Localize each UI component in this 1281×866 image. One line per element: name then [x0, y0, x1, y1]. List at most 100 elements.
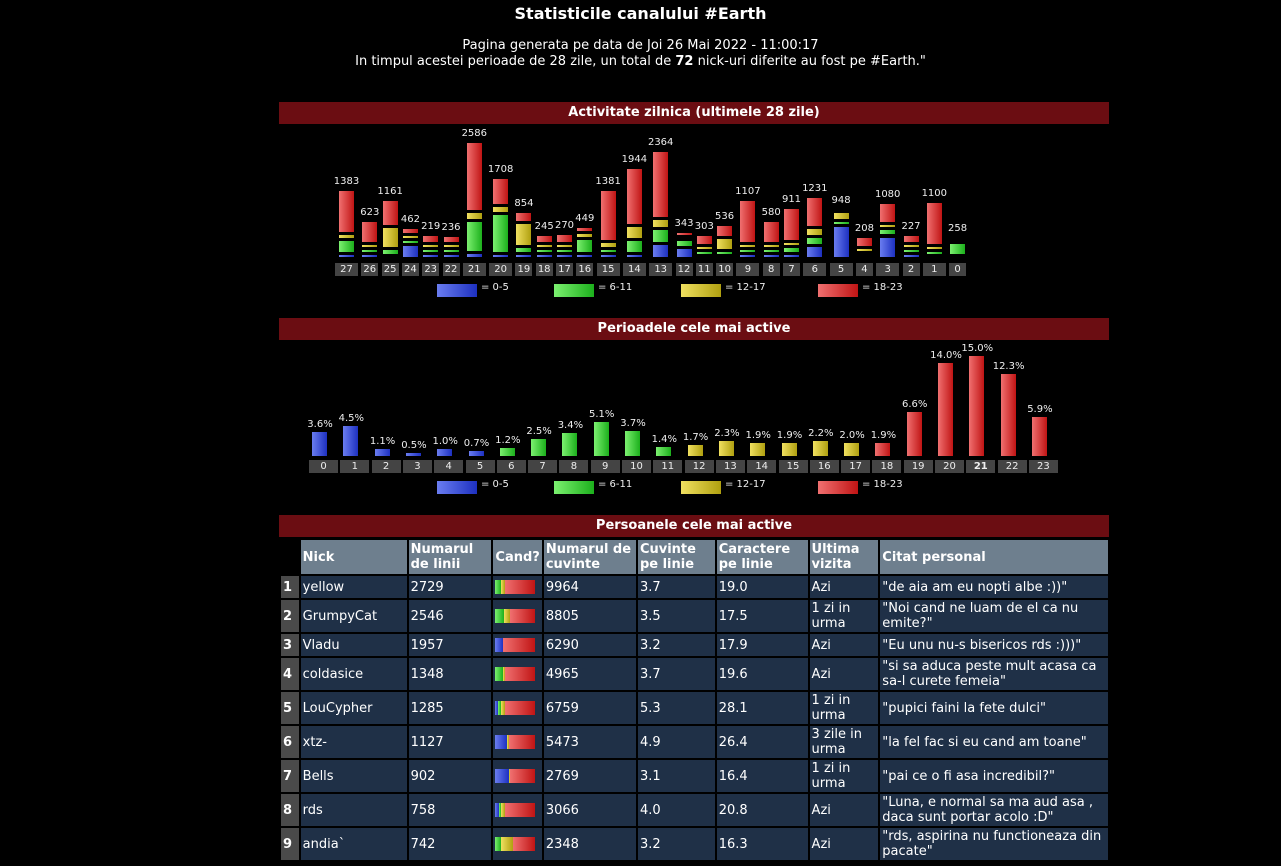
hourly-bar-g — [593, 422, 609, 456]
hourly-pct-label: 3.6% — [307, 419, 333, 430]
wpl-cell: 3.7 — [637, 576, 715, 598]
legend-label: = 12-17 — [725, 479, 766, 490]
daily-bar-r — [600, 190, 616, 241]
daily-value-label: 1100 — [921, 187, 948, 199]
time-segment-g — [495, 580, 502, 594]
daily-bar-g — [676, 241, 692, 246]
last-cell: 1 zi in urma — [809, 692, 879, 724]
legend-swatch-b — [437, 481, 477, 494]
daily-bar-b — [557, 255, 572, 257]
nick-cell[interactable]: yellow — [300, 576, 407, 598]
daily-day-label: 21 — [462, 263, 486, 276]
daily-day-label: 17 — [556, 263, 573, 276]
cpl-cell: 19.6 — [716, 658, 808, 690]
daily-bar-y — [784, 243, 799, 246]
hourly-bar-b — [374, 448, 390, 456]
daily-day-label: 24 — [401, 263, 419, 276]
period-text-end: nick-uri diferite au fost pe #Earth." — [693, 54, 926, 69]
nick-cell[interactable]: xtz- — [300, 726, 407, 758]
hourly-bar-g — [531, 439, 547, 456]
last-cell: Azi — [809, 658, 879, 690]
nick-cell[interactable]: Vladu — [300, 634, 407, 656]
legend-swatch-r — [818, 284, 858, 297]
daily-day-label: 0 — [949, 263, 967, 276]
table-row: 5 LouCypher 1285 6759 5.3 28.1 1 zi in urma "pu… — [281, 692, 1108, 724]
column-header: Cuvinte pe linie — [637, 540, 715, 574]
time-segment-b — [495, 701, 499, 715]
lines-cell: 2729 — [408, 576, 492, 598]
daily-bar-g — [362, 249, 378, 252]
nick-cell[interactable]: GrumpyCat — [300, 600, 407, 632]
time-segment-r — [505, 580, 536, 594]
legend-swatch-b — [437, 284, 477, 297]
nick-cell[interactable]: rds — [300, 794, 407, 826]
daily-bar-r — [339, 190, 354, 233]
daily-bar-y — [626, 227, 642, 238]
daily-value-label: 854 — [514, 197, 534, 209]
nick-cell[interactable]: coldasice — [300, 658, 407, 690]
last-cell: 3 zile in urma — [809, 726, 879, 758]
daily-bar-r — [466, 143, 482, 210]
hourly-bar-g — [625, 431, 640, 456]
rank-cell: 9 — [281, 828, 299, 860]
daily-bar-g — [577, 239, 593, 252]
daily-value-label: 208 — [854, 223, 874, 235]
hourly-hour-label: 19 — [903, 460, 933, 473]
wpl-cell: 4.9 — [637, 726, 715, 758]
daily-day-label: 27 — [335, 263, 358, 276]
nick-cell[interactable]: andia` — [300, 828, 407, 860]
daily-bar-b — [740, 255, 756, 257]
hourly-bar-r — [1000, 374, 1016, 456]
generated-date: Pagina generata pe data de Joi 26 Mai 20… — [462, 38, 819, 53]
daily-value-label: 623 — [360, 206, 380, 218]
daily-bar-r — [696, 235, 712, 244]
nick-cell[interactable]: Bells — [300, 760, 407, 792]
table-row: 8 rds 758 3066 4.0 20.8 Azi "Luna, e normal sa … — [281, 794, 1108, 826]
daily-day-label: 2 — [902, 263, 920, 276]
daily-bar-y — [763, 244, 779, 247]
nick-cell[interactable]: LouCypher — [300, 692, 407, 724]
words-cell: 9964 — [543, 576, 636, 598]
daily-bar-b — [516, 255, 532, 257]
daily-activity-chart: 1383 27 623 26 1161 25 462 24 219 23 236 22 2586 21 17… — [279, 124, 1109, 304]
hourly-pct-label: 1.9% — [870, 430, 897, 442]
hourly-hour-label: 20 — [935, 460, 964, 473]
legend-swatch-r — [818, 481, 858, 494]
daily-day-label: 1 — [922, 263, 946, 276]
legend-label: = 18-23 — [862, 282, 903, 293]
activity-time-bar — [495, 735, 536, 749]
cpl-cell: 16.3 — [716, 828, 808, 860]
words-cell: 4965 — [543, 658, 636, 690]
hourly-hour-label: 4 — [434, 460, 464, 473]
table-row: 4 coldasice 1348 4965 3.7 19.6 Azi "si sa aduca… — [281, 658, 1108, 690]
daily-bar-y — [880, 225, 896, 228]
daily-bar-r — [557, 234, 572, 242]
when-cell — [493, 828, 542, 860]
rank-cell: 7 — [281, 760, 299, 792]
daily-day-label: 20 — [489, 263, 513, 276]
period-summary: In timpul acestei perioade de 28 zile, u… — [0, 54, 1281, 70]
daily-bar-r — [903, 236, 919, 242]
daily-bar-r — [807, 198, 823, 226]
time-segment-b — [495, 638, 503, 652]
daily-bar-g — [717, 252, 733, 254]
hourly-bar-y — [750, 443, 766, 456]
hourly-pct-label: 0.5% — [401, 439, 427, 451]
wpl-cell: 3.2 — [637, 634, 715, 656]
daily-day-label: 16 — [576, 263, 594, 276]
words-cell: 5473 — [543, 726, 636, 758]
daily-bar-g — [443, 249, 459, 252]
daily-bar-g — [536, 249, 552, 252]
daily-bar-b — [493, 254, 509, 257]
when-cell — [493, 794, 542, 826]
daily-bar-r — [626, 169, 642, 225]
daily-bar-r — [856, 238, 872, 246]
activity-time-bar — [495, 580, 536, 594]
daily-bar-g — [339, 240, 354, 252]
time-segment-y — [501, 803, 506, 817]
activity-time-bar — [495, 701, 536, 715]
daily-bar-r — [880, 203, 896, 223]
daily-day-label: 5 — [829, 263, 853, 276]
cpl-cell: 26.4 — [716, 726, 808, 758]
daily-value-label: 1708 — [487, 163, 514, 175]
